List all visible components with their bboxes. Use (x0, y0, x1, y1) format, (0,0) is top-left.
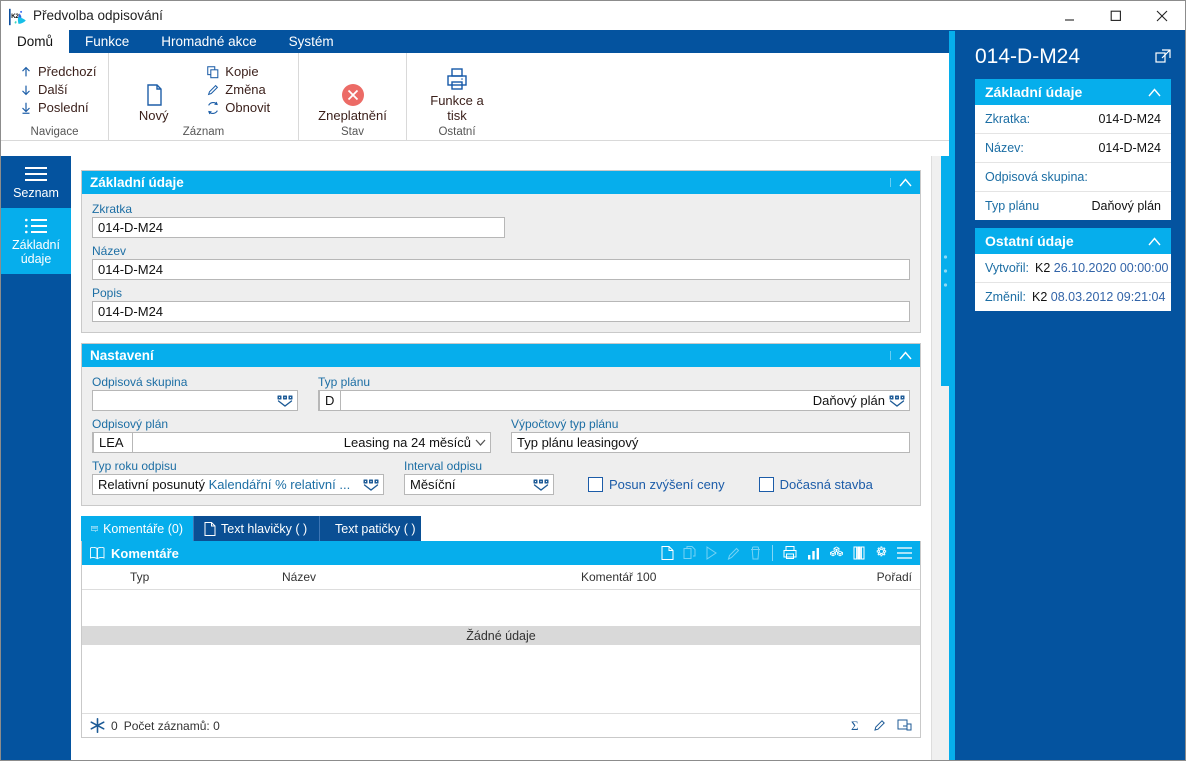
svg-text:Σ: Σ (851, 719, 859, 732)
